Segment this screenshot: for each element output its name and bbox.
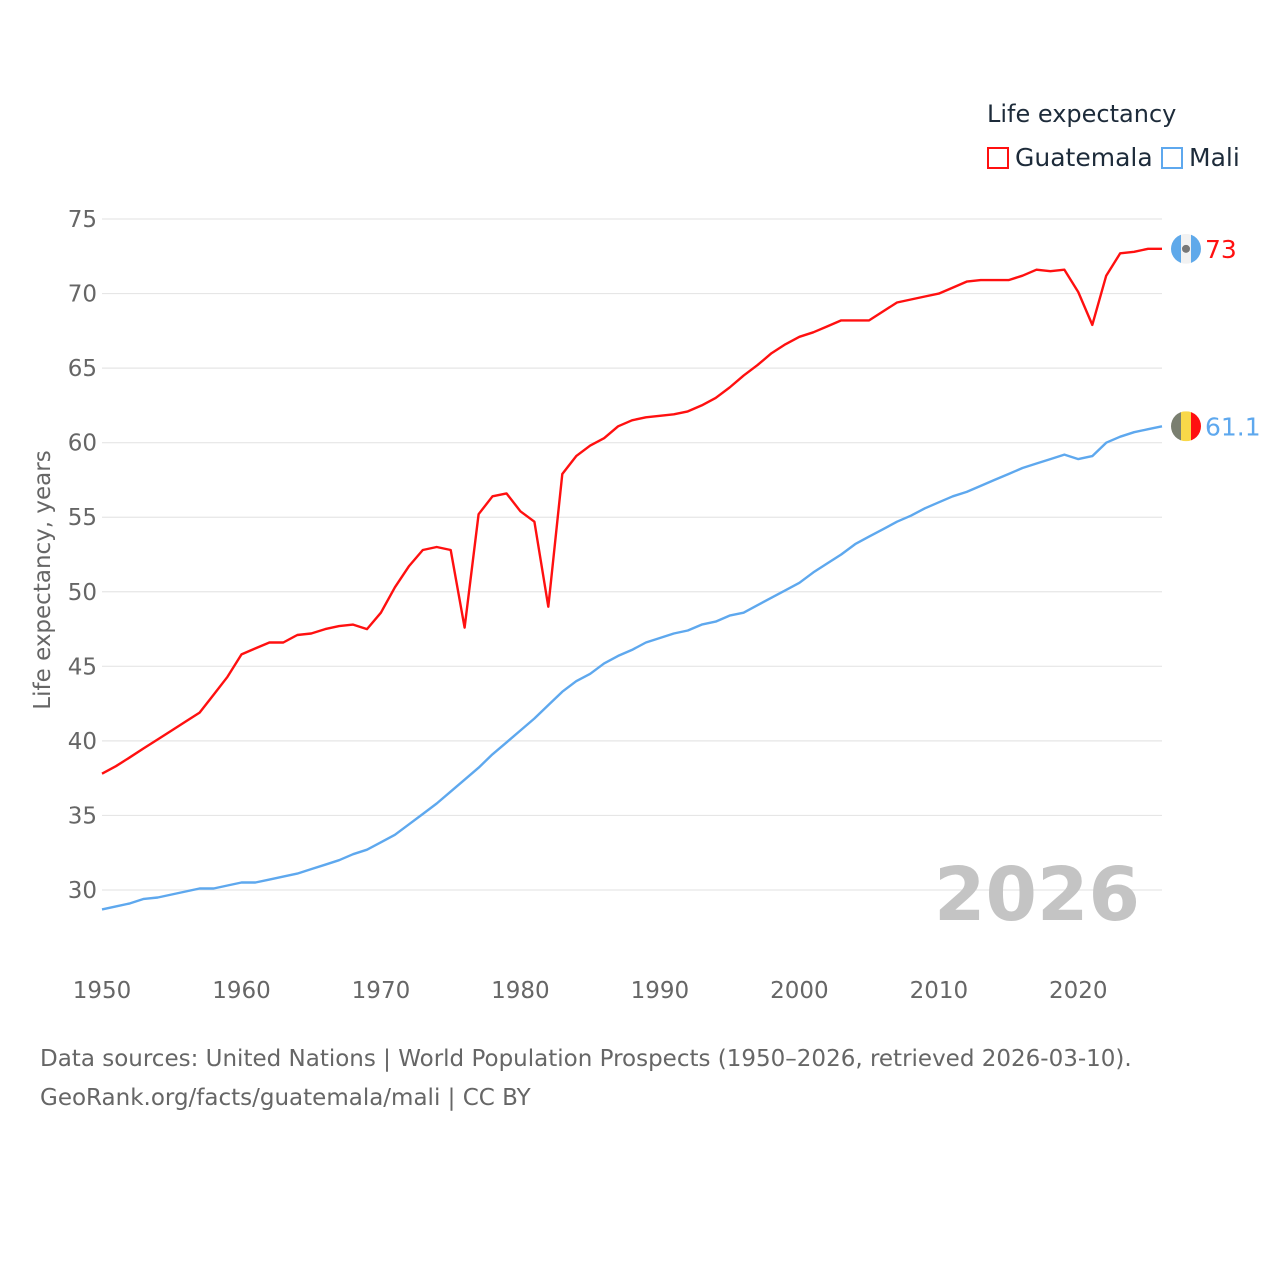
y-tick-label: 75 xyxy=(68,207,97,233)
y-tick-label: 30 xyxy=(68,878,97,904)
flag-stripe xyxy=(1171,411,1181,442)
end-value-label: 61.1 xyxy=(1205,412,1261,441)
y-tick-label: 35 xyxy=(68,803,97,829)
legend-label: Mali xyxy=(1189,143,1240,172)
x-tick-label: 2020 xyxy=(1049,978,1108,1004)
y-tick-label: 50 xyxy=(68,580,97,606)
legend-swatch xyxy=(987,146,1009,169)
x-tick-label: 1960 xyxy=(212,978,271,1004)
legend-item-mali[interactable]: Mali xyxy=(1161,143,1240,172)
y-tick-label: 40 xyxy=(68,729,97,755)
attribution-text: GeoRank.org/facts/guatemala/mali | CC BY xyxy=(40,1085,531,1111)
flag-emblem xyxy=(1182,244,1190,253)
flag-stripe xyxy=(1191,411,1201,442)
y-tick-label: 70 xyxy=(68,282,97,308)
flag-stripes xyxy=(1171,411,1201,442)
series-line-mali xyxy=(101,425,1163,911)
x-tick-label: 1990 xyxy=(631,978,690,1004)
flag-stripe xyxy=(1181,411,1191,442)
legend-swatch xyxy=(1161,146,1183,169)
legend-item-guatemala[interactable]: Guatemala xyxy=(987,143,1153,172)
flag-stripes xyxy=(1171,233,1201,264)
flag-icon-mali xyxy=(1171,411,1201,442)
x-tick-label: 2000 xyxy=(770,978,829,1004)
x-tick-label: 1980 xyxy=(491,978,550,1004)
legend-label: Guatemala xyxy=(1015,143,1153,172)
x-tick-label: 2010 xyxy=(910,978,969,1004)
flag-icon-guatemala xyxy=(1171,233,1201,264)
flag-stripe xyxy=(1191,233,1201,264)
legend-title: Life expectancy xyxy=(987,100,1177,128)
x-tick-label: 1950 xyxy=(73,978,132,1004)
y-tick-label: 60 xyxy=(68,431,97,457)
y-tick-label: 55 xyxy=(68,505,97,531)
y-tick-label: 45 xyxy=(68,654,97,680)
year-watermark: 2026 xyxy=(934,852,1140,938)
y-tick-label: 65 xyxy=(68,356,97,382)
x-tick-label: 1970 xyxy=(352,978,411,1004)
y-axis-label: Life expectancy, years xyxy=(30,450,56,709)
series-line-guatemala xyxy=(101,247,1162,775)
data-source-text: Data sources: United Nations | World Pop… xyxy=(40,1046,1132,1072)
end-value-label: 73 xyxy=(1205,235,1237,264)
flag-stripe xyxy=(1171,233,1181,264)
